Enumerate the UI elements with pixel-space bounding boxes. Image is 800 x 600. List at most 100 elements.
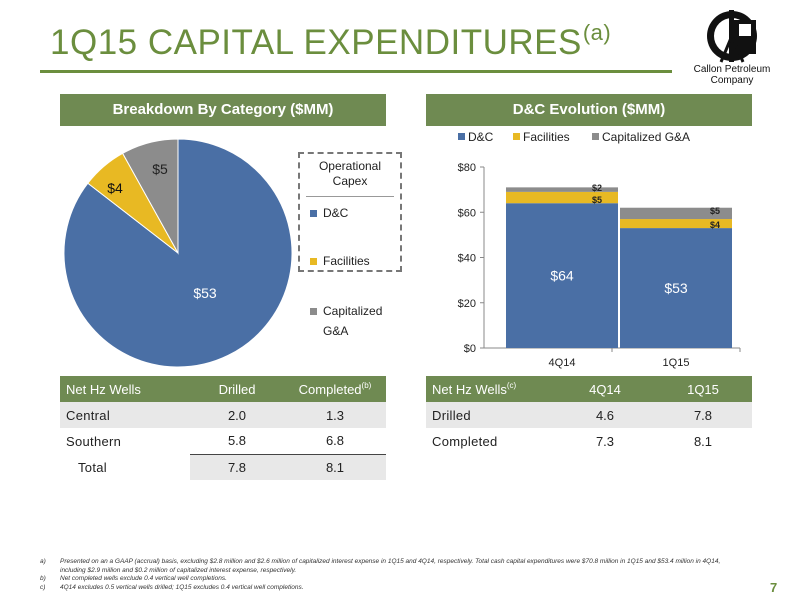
row-label: Total bbox=[60, 454, 190, 480]
table-header-row: Net Hz Wells Drilled Completed(b) bbox=[60, 376, 386, 402]
col-header-completed: Completed(b) bbox=[284, 376, 386, 402]
footnote-c: c) 4Q14 excludes 0.5 vertical wells drill… bbox=[40, 584, 730, 593]
col-header-4q14-text: 4Q14 bbox=[589, 381, 621, 397]
col-header-completed-text: Completed bbox=[298, 382, 362, 397]
table-header-row: Net Hz Wells(c) 4Q14 1Q15 bbox=[426, 376, 752, 402]
cell-completed: 8.1 bbox=[284, 453, 386, 480]
pie-slice-d-c bbox=[63, 138, 293, 368]
page-title: 1Q15 CAPITAL EXPENDITURES(a) bbox=[50, 20, 611, 63]
page-number: 7 bbox=[770, 580, 778, 595]
col-header-wells-note: (c) bbox=[506, 381, 517, 390]
bar-data-label: $53 bbox=[664, 280, 688, 296]
pie-legend-divider bbox=[306, 196, 394, 197]
footnotes: a) Presented on an a GAAP (accrual) basis… bbox=[40, 558, 730, 592]
bar-legend-swatch bbox=[513, 133, 520, 140]
pie-legend-label-facilities: Facilities bbox=[323, 254, 370, 268]
col-header-wells: Net Hz Wells bbox=[60, 376, 190, 402]
cell-4q14: 7.3 bbox=[556, 428, 654, 454]
pie-legend-box bbox=[298, 152, 402, 272]
pie-legend-title-line1: Operational bbox=[318, 159, 382, 173]
wells-by-region-table: Net Hz Wells Drilled Completed(b) Centra… bbox=[60, 376, 386, 480]
col-header-1q15-text: 1Q15 bbox=[687, 381, 719, 397]
row-label: Completed bbox=[426, 428, 556, 454]
col-header-1q15: 1Q15 bbox=[654, 376, 752, 402]
footnote-b: b) Net completed wells exclude 0.4 vertic… bbox=[40, 575, 730, 584]
footnote-a: a) Presented on an a GAAP (accrual) basis… bbox=[40, 558, 730, 575]
bar-data-label: $2 bbox=[592, 183, 602, 193]
bar-segment-facilities bbox=[620, 219, 732, 229]
cell-drilled: 5.8 bbox=[190, 428, 284, 454]
col-header-drilled: Drilled bbox=[190, 376, 284, 402]
bar-legend-label: Facilities bbox=[523, 130, 570, 144]
footnote-text: Presented on an a GAAP (accrual) basis, … bbox=[60, 558, 721, 574]
y-tick-label: $60 bbox=[458, 207, 476, 219]
bar-data-label: $5 bbox=[592, 195, 602, 205]
footnote-text: Net completed wells exclude 0.4 vertical… bbox=[60, 575, 227, 582]
y-tick-label: $0 bbox=[464, 343, 476, 355]
pie-legend-title-line2: Capex bbox=[332, 174, 368, 188]
bar-panel-heading: D&C Evolution ($MM) bbox=[426, 94, 752, 126]
wells-by-quarter-table: Net Hz Wells(c) 4Q14 1Q15 Drilled 4.6 7.… bbox=[426, 376, 752, 454]
pie-legend-swatch-dc bbox=[310, 210, 317, 217]
y-tick-label: $20 bbox=[458, 298, 476, 310]
table-row: Southern 5.8 6.8 bbox=[60, 428, 386, 454]
logo-text-line1: Callon Petroleum bbox=[693, 64, 771, 75]
pie-legend-label-ga-line2: G&A bbox=[323, 324, 349, 338]
callon-logo-icon bbox=[707, 10, 757, 63]
footnote-key: c) bbox=[40, 583, 46, 591]
bar-segment-capitalized-g-a bbox=[620, 207, 732, 220]
pie-slice-label: $5 bbox=[152, 161, 168, 177]
col-header-drilled-text: Drilled bbox=[218, 381, 256, 397]
col-header-wells-text: Net Hz Wells bbox=[432, 382, 507, 397]
pie-legend-swatch-facilities bbox=[310, 258, 317, 265]
pie-slice-capitalized-g-a bbox=[121, 138, 179, 255]
bar-data-label: $4 bbox=[710, 220, 720, 230]
pie-slice-label: $53 bbox=[193, 285, 217, 301]
bar-segment-capitalized-g-a bbox=[506, 187, 618, 192]
row-label: Drilled bbox=[426, 402, 556, 428]
bar-segment-facilities bbox=[506, 191, 618, 204]
bar-segment-d-c bbox=[506, 203, 618, 348]
cell-drilled: 2.0 bbox=[190, 402, 284, 428]
pie-slice-label: $4 bbox=[107, 180, 123, 196]
col-header-completed-note: (b) bbox=[361, 381, 372, 390]
cell-completed: 6.8 bbox=[284, 428, 386, 454]
footnote-key: b) bbox=[40, 575, 46, 582]
x-tick-label: 1Q15 bbox=[663, 357, 690, 369]
col-header-4q14: 4Q14 bbox=[556, 376, 654, 402]
page-title-text: 1Q15 CAPITAL EXPENDITURES bbox=[50, 23, 582, 62]
bar-data-label: $64 bbox=[550, 268, 574, 284]
col-header-wells: Net Hz Wells(c) bbox=[426, 376, 556, 402]
logo-text-line2: Company bbox=[710, 75, 754, 86]
table-row: Completed 7.3 8.1 bbox=[426, 428, 752, 454]
col-header-wells-text: Net Hz Wells bbox=[66, 381, 141, 397]
pie-legend-label-dc: D&C bbox=[323, 206, 349, 220]
title-rule bbox=[40, 70, 672, 73]
pie-legend-label-ga: Capitalized bbox=[323, 304, 383, 318]
cell-1q15: 7.8 bbox=[654, 402, 752, 428]
cell-completed: 1.3 bbox=[284, 402, 386, 428]
cell-1q15: 8.1 bbox=[654, 428, 752, 454]
y-tick-label: $40 bbox=[458, 253, 476, 265]
table-row: Drilled 4.6 7.8 bbox=[426, 402, 752, 428]
y-tick-label: $80 bbox=[458, 162, 476, 174]
x-tick-label: 4Q14 bbox=[549, 357, 576, 369]
cell-drilled: 7.8 bbox=[190, 453, 284, 480]
bar-data-label: $5 bbox=[710, 206, 720, 216]
pie-legend-title: Operational Capex bbox=[298, 159, 402, 189]
bar-legend-label: Capitalized G&A bbox=[602, 130, 690, 144]
table-row-total: Total 7.8 8.1 bbox=[60, 453, 386, 480]
bar-legend-swatch bbox=[458, 133, 465, 140]
footnote-key: a) bbox=[40, 558, 46, 565]
bar-legend-swatch bbox=[592, 133, 599, 140]
logo-text: Callon Petroleum Company bbox=[676, 64, 788, 86]
bar-segment-d-c bbox=[620, 228, 732, 348]
pie-panel-heading: Breakdown By Category ($MM) bbox=[60, 94, 386, 126]
pie-legend-swatch-ga bbox=[310, 308, 317, 315]
pie-slice-facilities bbox=[87, 152, 179, 254]
cell-4q14: 4.6 bbox=[556, 402, 654, 428]
row-label: Central bbox=[60, 402, 190, 428]
table-row: Central 2.0 1.3 bbox=[60, 402, 386, 428]
row-label: Southern bbox=[60, 428, 190, 454]
title-footnote-marker: (a) bbox=[582, 20, 612, 45]
